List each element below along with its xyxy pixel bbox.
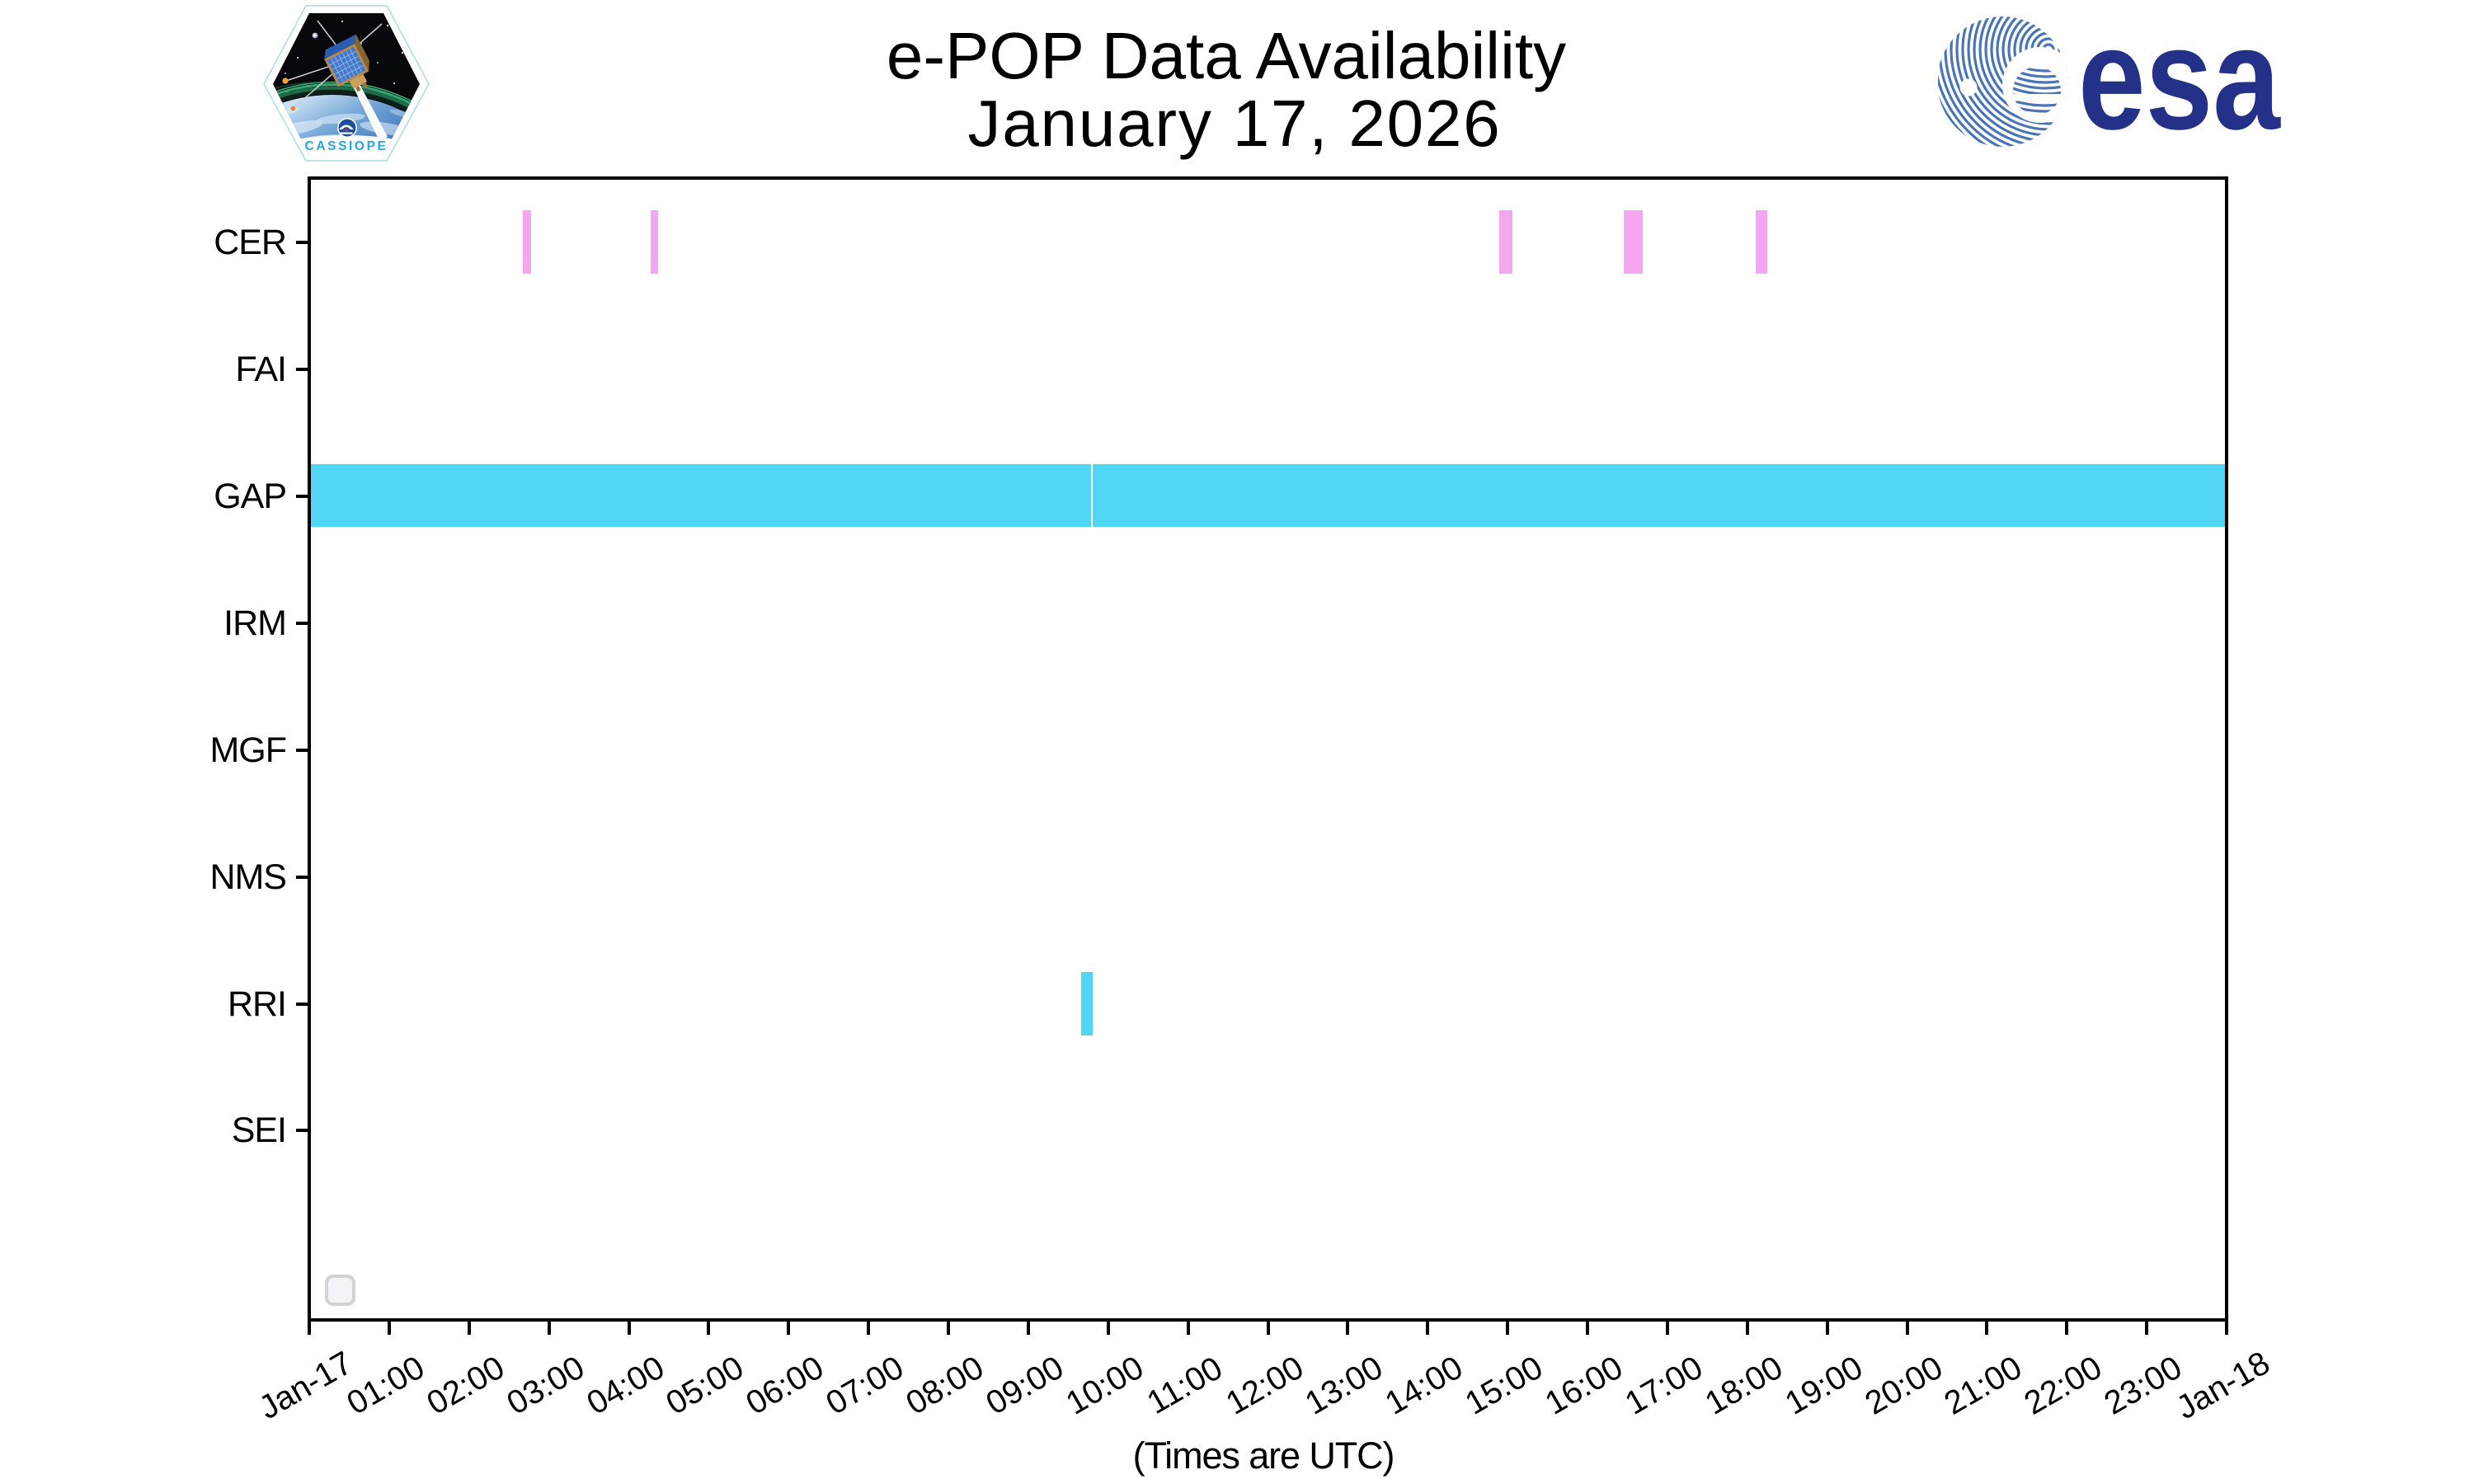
svg-text:esa: esa (2078, 8, 2281, 157)
svg-text:CASSIOPE: CASSIOPE (305, 139, 388, 153)
